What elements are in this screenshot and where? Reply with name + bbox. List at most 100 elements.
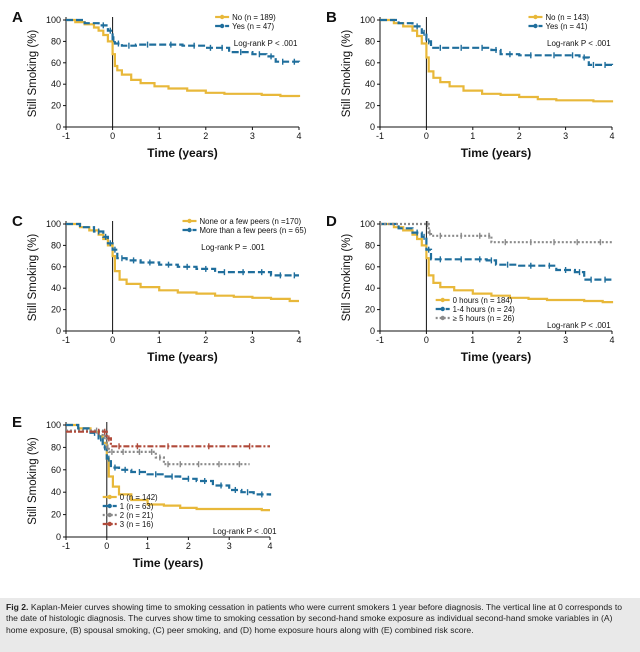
x-tick-label: 4 <box>609 335 614 345</box>
legend-entry: Yes (n = 47) <box>232 22 274 31</box>
x-tick-label: 1 <box>157 131 162 141</box>
y-tick-label: 60 <box>365 58 375 68</box>
y-tick-label: 20 <box>365 101 375 111</box>
legend: 0 (n = 142)1 (n = 63)2 (n = 21)3 (n = 16… <box>102 493 158 529</box>
legend: 0 hours (n = 184)1-4 hours (n = 24)≥ 5 h… <box>435 296 516 323</box>
legend-marker <box>187 218 192 224</box>
legend-marker <box>107 494 112 500</box>
y-tick-label: 100 <box>360 219 375 229</box>
x-tick-label: 2 <box>203 335 208 345</box>
series-line-1 <box>66 222 299 303</box>
legend-marker <box>440 297 445 303</box>
y-tick-label: 0 <box>56 122 61 132</box>
x-tick-label: 2 <box>203 131 208 141</box>
x-tick-label: -1 <box>62 335 70 345</box>
series-line-3 <box>66 429 250 466</box>
x-axis-label: Time (years) <box>461 350 531 364</box>
y-tick-label: 80 <box>365 36 375 46</box>
series-line-1 <box>66 423 270 512</box>
legend-entry: 3 (n = 16) <box>120 520 154 529</box>
y-tick-label: 40 <box>51 79 61 89</box>
x-tick-label: 1 <box>157 335 162 345</box>
y-tick-label: 100 <box>46 15 61 25</box>
y-tick-label: 60 <box>365 262 375 272</box>
legend-entry: 2 (n = 21) <box>120 511 154 520</box>
legend-marker <box>219 14 225 20</box>
y-tick-label: 40 <box>51 487 61 497</box>
legend-marker <box>107 503 112 509</box>
legend-marker <box>533 23 538 29</box>
x-tick-label: 0 <box>104 541 109 551</box>
log-rank-annotation: Log-rank P = .001 <box>201 243 265 252</box>
x-tick-label: 2 <box>186 541 191 551</box>
panel-label: A <box>12 9 23 26</box>
y-tick-label: 100 <box>360 15 375 25</box>
legend-entry: More than a few peers (n = 65) <box>200 226 307 235</box>
x-tick-label: -1 <box>376 335 384 345</box>
x-tick-label: 1 <box>470 335 475 345</box>
log-rank-annotation: Log-rank P < .001 <box>547 321 611 330</box>
y-tick-label: 0 <box>370 326 375 336</box>
x-tick-label: 2 <box>517 131 522 141</box>
y-tick-label: 80 <box>51 240 61 250</box>
series-line-2 <box>66 222 299 277</box>
x-tick-label: 4 <box>296 335 301 345</box>
legend-entry: ≥ 5 hours (n = 26) <box>453 314 515 323</box>
legend-entry: 0 (n = 142) <box>120 493 158 502</box>
x-tick-label: 4 <box>609 131 614 141</box>
y-tick-label: 40 <box>365 79 375 89</box>
series-line-1 <box>66 18 301 98</box>
legend-marker <box>187 227 192 233</box>
x-tick-label: 1 <box>470 131 475 141</box>
series-line-1 <box>380 18 614 103</box>
y-tick-label: 40 <box>365 283 375 293</box>
legend-entry: 1-4 hours (n = 24) <box>453 305 516 314</box>
y-tick-label: 20 <box>51 510 61 520</box>
panel-label: D <box>326 213 337 230</box>
legend-marker <box>107 521 112 527</box>
legend-entry: No (n = 189) <box>232 13 276 22</box>
y-tick-label: 20 <box>365 305 375 315</box>
x-tick-label: 3 <box>250 335 255 345</box>
legend-marker <box>107 512 112 518</box>
x-tick-label: 0 <box>424 131 429 141</box>
x-tick-label: -1 <box>62 131 70 141</box>
y-tick-label: 0 <box>370 122 375 132</box>
legend-marker <box>219 23 225 29</box>
legend-entry: Yes (n = 41) <box>545 22 587 31</box>
legend-marker <box>440 315 445 321</box>
legend-marker <box>440 306 445 312</box>
y-tick-label: 60 <box>51 465 61 475</box>
x-axis-label: Time (years) <box>133 556 203 570</box>
x-tick-label: 4 <box>296 131 301 141</box>
caption-label: Fig 2. <box>6 602 29 612</box>
caption-text: Kaplan-Meier curves showing time to smok… <box>6 602 623 635</box>
x-axis-label: Time (years) <box>461 146 531 160</box>
series-line-2 <box>380 222 614 281</box>
log-rank-annotation: Log-rank P < .001 <box>547 39 611 48</box>
y-tick-label: 80 <box>51 442 61 452</box>
legend-marker <box>533 14 538 20</box>
panel-label: E <box>12 414 22 431</box>
x-tick-label: 3 <box>227 541 232 551</box>
y-tick-label: 0 <box>56 326 61 336</box>
legend: No (n = 189)Yes (n = 47) <box>215 13 276 31</box>
y-tick-label: 0 <box>56 532 61 542</box>
y-tick-label: 80 <box>365 240 375 250</box>
y-tick-label: 20 <box>51 101 61 111</box>
x-tick-label: 4 <box>267 541 272 551</box>
y-tick-label: 40 <box>51 283 61 293</box>
x-tick-label: 0 <box>424 335 429 345</box>
panel-label: C <box>12 213 23 230</box>
y-axis-label: Still Smoking (%) <box>27 30 39 118</box>
y-axis-label: Still Smoking (%) <box>27 437 39 525</box>
caption-box: Fig 2. Kaplan-Meier curves showing time … <box>0 598 640 652</box>
legend-entry: 0 hours (n = 184) <box>453 296 513 305</box>
figure-caption: Fig 2. Kaplan-Meier curves showing time … <box>6 602 630 636</box>
y-axis-label: Still Smoking (%) <box>27 234 39 322</box>
